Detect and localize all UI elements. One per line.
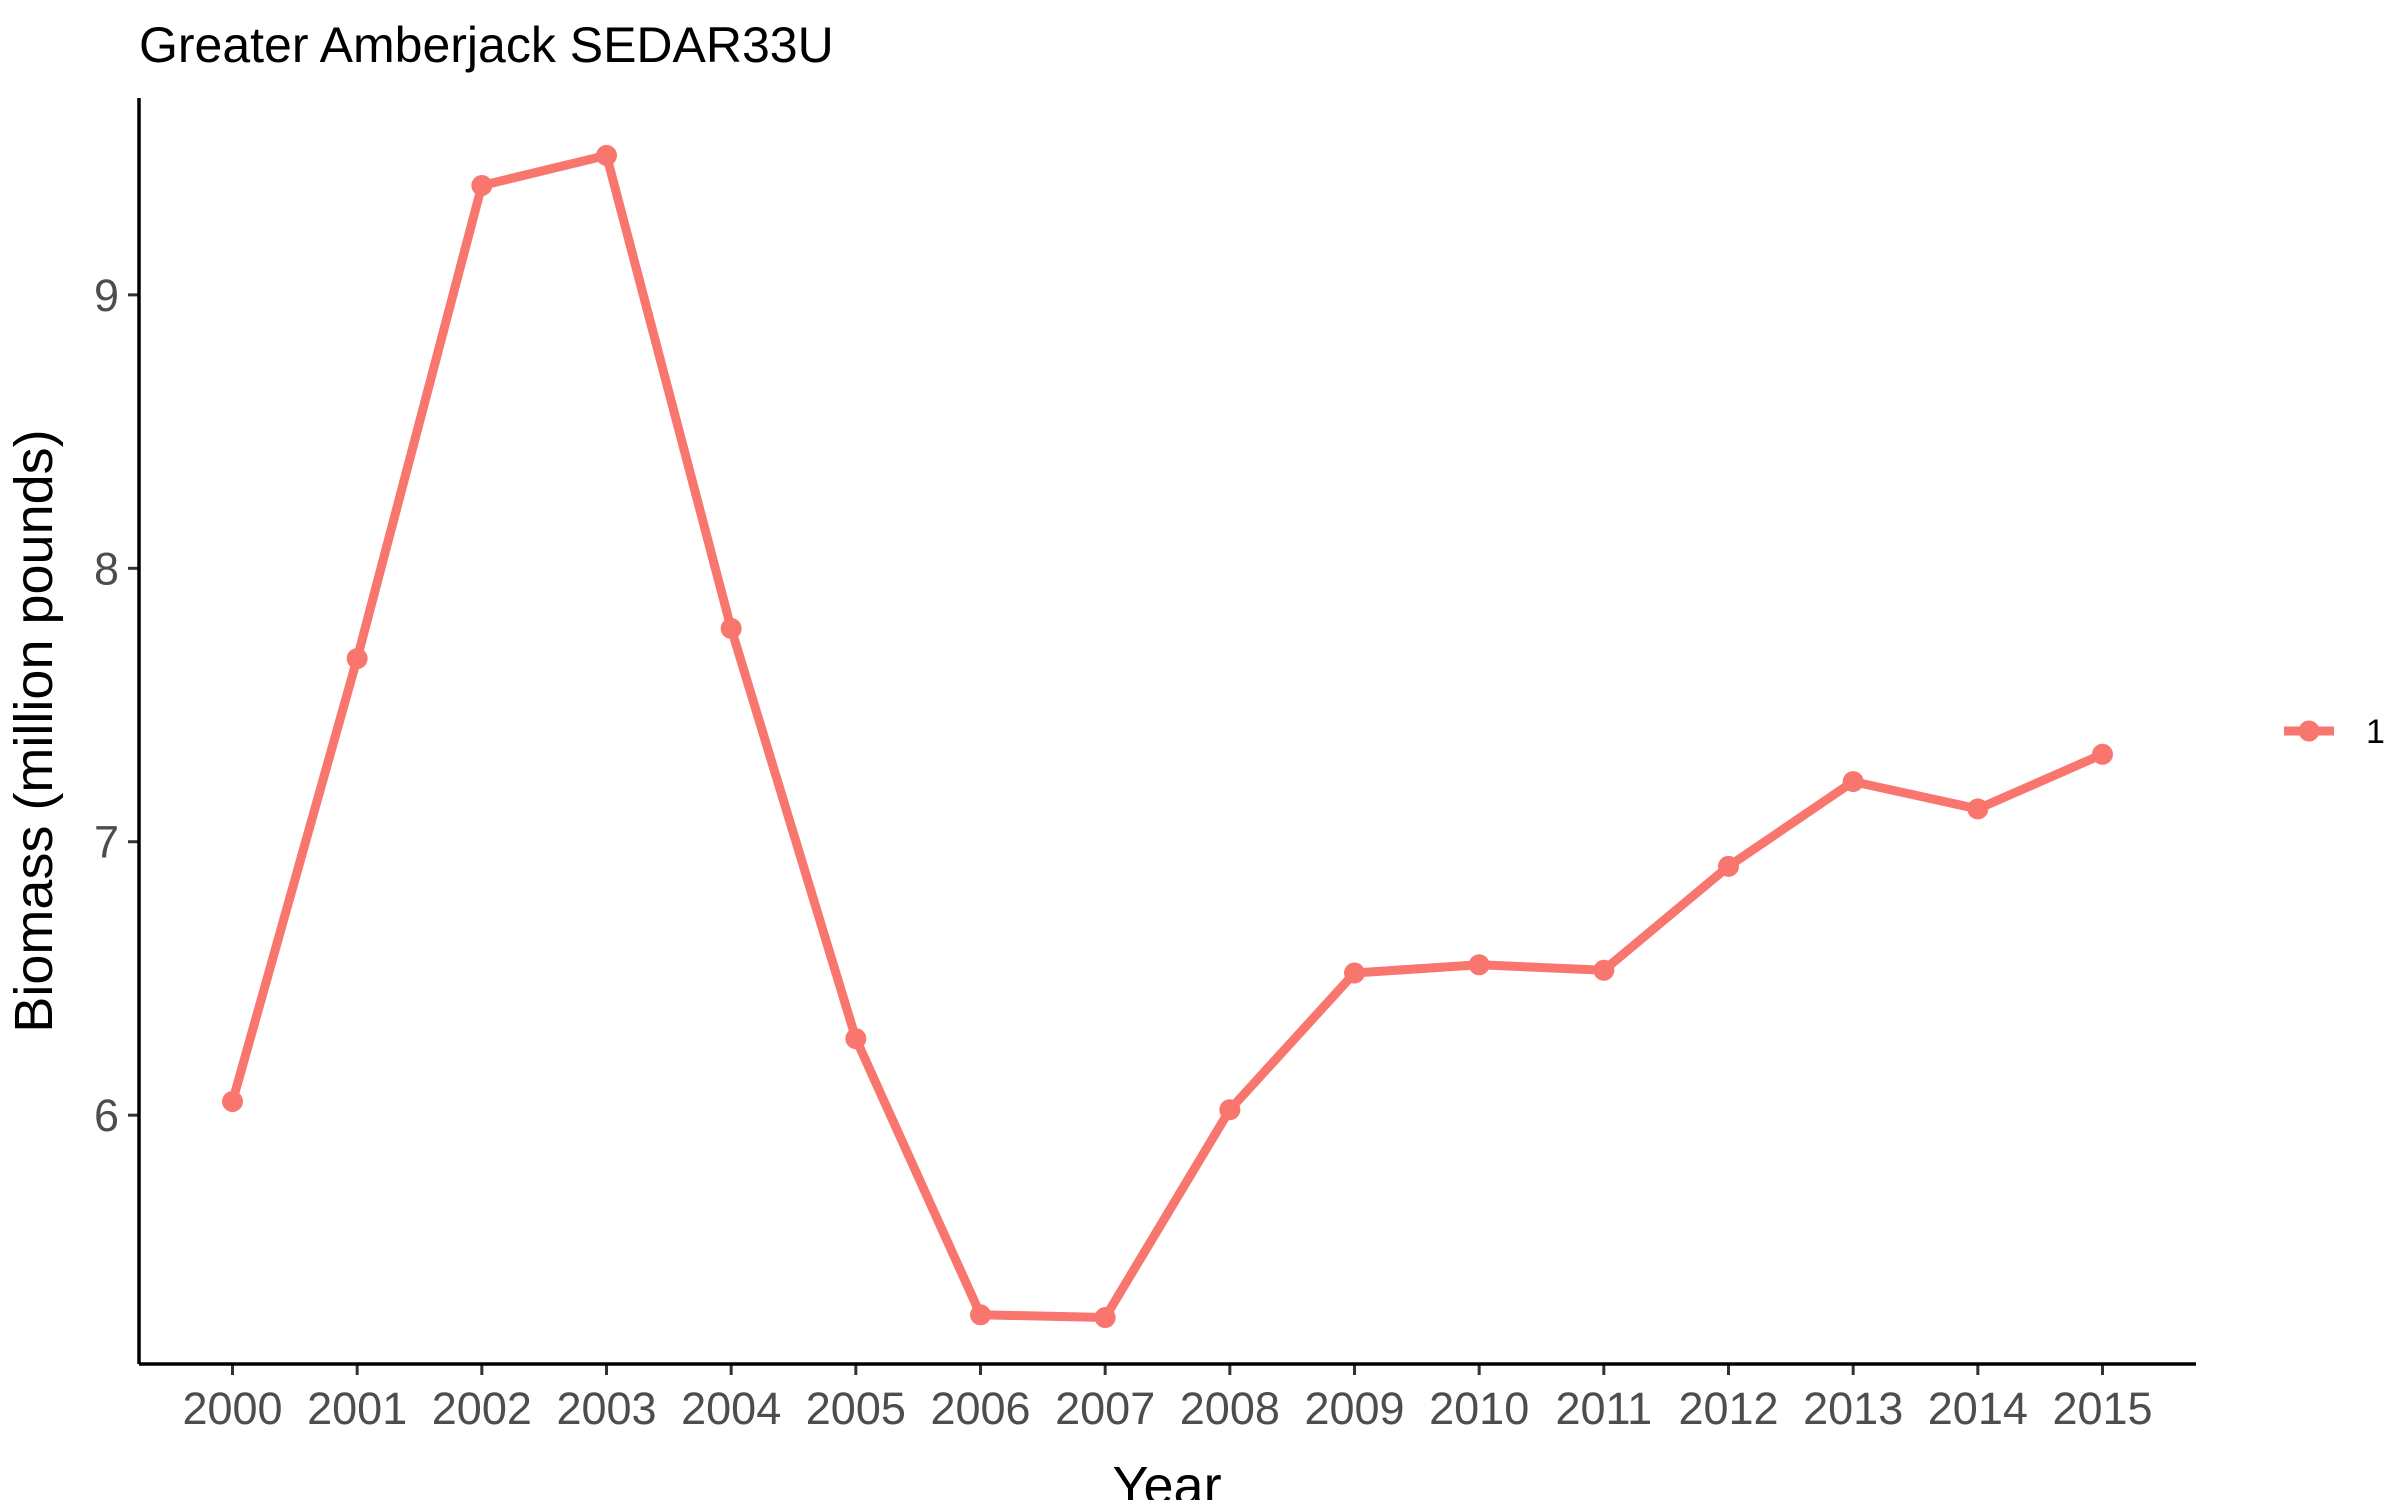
series-group <box>222 144 2113 1329</box>
x-tick-label: 2002 <box>432 1383 532 1434</box>
data-point-2015 <box>2092 743 2113 765</box>
data-point-2007 <box>1094 1307 1116 1329</box>
y-axis-ticks: 6 7 8 9 <box>94 270 139 1141</box>
legend: 1 <box>2284 713 2385 751</box>
legend-key-point <box>2298 720 2320 742</box>
x-tick-label: 2003 <box>556 1383 656 1434</box>
y-tick-label: 7 <box>94 817 119 868</box>
x-axis-ticks: 2000 2001 2002 2003 2004 2005 2006 2007 2008 2009… <box>182 1364 2153 1434</box>
data-point-2012 <box>1718 855 1739 877</box>
data-point-2005 <box>845 1028 867 1050</box>
x-tick-label: 2012 <box>1678 1383 1778 1434</box>
x-tick-label: 2001 <box>307 1383 407 1434</box>
y-axis-title: Biomass (million pounds) <box>4 429 64 1032</box>
x-tick-label: 2007 <box>1055 1383 1155 1434</box>
x-tick-label: 2000 <box>182 1383 282 1434</box>
x-tick-label: 2010 <box>1429 1383 1529 1434</box>
data-point-2013 <box>1842 771 1864 793</box>
data-point-2004 <box>720 617 742 639</box>
data-point-2006 <box>970 1304 991 1326</box>
y-tick-label: 9 <box>94 270 119 321</box>
x-tick-label: 2009 <box>1304 1383 1404 1434</box>
y-tick-label: 6 <box>94 1090 119 1141</box>
y-tick-label: 8 <box>94 543 119 594</box>
x-tick-label: 2008 <box>1180 1383 1280 1434</box>
x-tick-label: 2015 <box>2052 1383 2152 1434</box>
x-axis-title: Year <box>1112 1456 1221 1500</box>
data-point-2001 <box>346 648 368 670</box>
x-tick-label: 2006 <box>930 1383 1030 1434</box>
x-tick-label: 2005 <box>806 1383 906 1434</box>
data-point-2000 <box>222 1091 243 1113</box>
data-point-2003 <box>596 144 617 166</box>
x-tick-label: 2004 <box>681 1383 781 1434</box>
series-line <box>228 150 2107 1323</box>
x-tick-label: 2013 <box>1803 1383 1903 1434</box>
data-point-2010 <box>1468 954 1490 976</box>
data-point-2002 <box>471 174 493 196</box>
x-tick-label: 2014 <box>1928 1383 2028 1434</box>
chart-title: Greater Amberjack SEDAR33U <box>139 17 834 73</box>
x-tick-label: 2011 <box>1555 1383 1652 1434</box>
data-point-2014 <box>1967 798 1989 820</box>
data-point-2008 <box>1219 1099 1241 1121</box>
data-point-2011 <box>1593 959 1615 981</box>
data-point-2009 <box>1344 962 1365 984</box>
legend-label: 1 <box>2366 713 2385 751</box>
